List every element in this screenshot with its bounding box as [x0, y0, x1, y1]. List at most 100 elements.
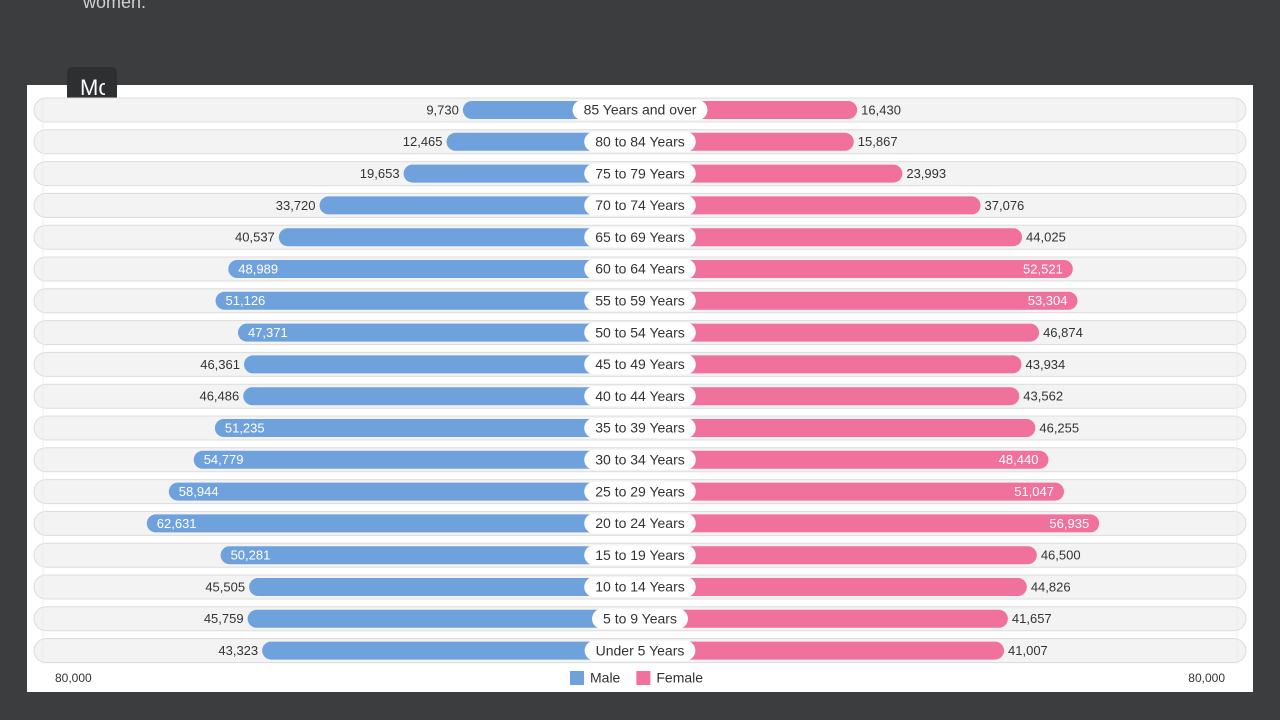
- bar: [168, 482, 640, 501]
- bar: [319, 196, 640, 215]
- value-label: 12,465: [403, 134, 443, 149]
- bar: [193, 450, 640, 469]
- category-label: 65 to 69 Years: [595, 229, 685, 245]
- value-label: 62,631: [157, 516, 197, 531]
- value-label: 44,826: [1031, 579, 1071, 594]
- bar: [243, 387, 640, 406]
- category-label: 60 to 64 Years: [595, 261, 685, 277]
- category-label: 45 to 49 Years: [595, 356, 685, 372]
- value-label: 50,281: [231, 548, 271, 563]
- bar: [247, 609, 641, 628]
- category-label: 80 to 84 Years: [595, 134, 685, 150]
- x-tick-label: 80,000: [1188, 671, 1225, 685]
- category-pill: [584, 386, 696, 407]
- value-label: 56,935: [1049, 516, 1089, 531]
- category-label: Under 5 Years: [596, 642, 685, 658]
- value-label: 33,720: [276, 198, 316, 213]
- bar: [214, 419, 640, 437]
- category-label: 20 to 24 Years: [595, 515, 685, 531]
- category-pill: [584, 163, 696, 184]
- category-label: 25 to 29 Years: [595, 483, 685, 499]
- bar: [640, 641, 1005, 660]
- value-label: 52,521: [1023, 261, 1063, 276]
- category-pill: [584, 322, 696, 343]
- legend-label: Female: [656, 670, 703, 686]
- legend-swatch: [570, 671, 584, 685]
- bar: [220, 546, 640, 565]
- bar: [640, 482, 1065, 501]
- value-label: 41,657: [1012, 611, 1052, 626]
- value-label: 46,500: [1041, 548, 1081, 563]
- category-label: 15 to 19 Years: [595, 547, 685, 563]
- x-tick-label: 80,000: [55, 671, 92, 685]
- value-label: 51,047: [1014, 484, 1054, 499]
- bar: [228, 260, 641, 278]
- bar: [640, 387, 1020, 406]
- legend-label: Male: [590, 670, 621, 686]
- bar: [640, 546, 1037, 565]
- bar: [640, 609, 1008, 628]
- category-label: 5 to 9 Years: [603, 611, 677, 627]
- category-pill: [584, 354, 696, 375]
- bar: [278, 228, 640, 247]
- value-label: 44,025: [1026, 230, 1066, 245]
- value-label: 54,779: [204, 452, 244, 467]
- value-label: 48,440: [999, 452, 1039, 467]
- category-label: 10 to 14 Years: [595, 579, 685, 595]
- value-label: 58,944: [179, 484, 219, 499]
- value-label: 15,867: [858, 134, 898, 149]
- value-label: 41,007: [1008, 643, 1048, 658]
- value-label: 45,505: [205, 579, 245, 594]
- bar: [640, 514, 1100, 533]
- value-label: 43,562: [1023, 389, 1063, 404]
- category-pill: [584, 577, 696, 597]
- bar: [640, 260, 1073, 278]
- bar: [640, 291, 1078, 310]
- category-pill: [584, 131, 696, 152]
- category-label: 70 to 74 Years: [595, 197, 685, 213]
- category-pill: [572, 100, 708, 120]
- value-label: 53,304: [1028, 293, 1068, 308]
- category-pill: [584, 481, 696, 502]
- category-label: 75 to 79 Years: [595, 165, 685, 181]
- category-label: 85 Years and over: [584, 102, 697, 118]
- button-label[interactable]: Mc: [80, 75, 109, 100]
- bar: [640, 419, 1036, 437]
- value-label: 19,653: [360, 166, 400, 181]
- bar: [262, 641, 640, 660]
- value-label: 47,371: [248, 325, 288, 340]
- value-label: 45,759: [204, 611, 244, 626]
- value-label: 51,235: [225, 420, 265, 435]
- category-pill: [584, 545, 696, 566]
- bar: [640, 164, 903, 183]
- bar: [640, 228, 1023, 247]
- category-pill: [584, 227, 696, 248]
- bar: [640, 196, 981, 215]
- value-label: 40,537: [235, 230, 275, 245]
- category-pill: [584, 513, 696, 534]
- value-label: 48,989: [238, 261, 278, 276]
- value-label: 46,874: [1043, 325, 1083, 340]
- value-label: 9,730: [426, 102, 459, 117]
- category-label: 50 to 54 Years: [595, 324, 685, 340]
- category-label: 35 to 39 Years: [595, 420, 685, 436]
- value-label: 43,323: [218, 643, 258, 658]
- bar: [640, 578, 1027, 596]
- value-label: 16,430: [861, 102, 901, 117]
- value-label: 46,255: [1039, 420, 1079, 435]
- category-label: 40 to 44 Years: [595, 388, 685, 404]
- category-pill: [584, 418, 696, 438]
- bar: [237, 323, 640, 342]
- bar: [403, 164, 640, 183]
- value-label: 46,486: [199, 389, 239, 404]
- value-label: 37,076: [985, 198, 1025, 213]
- category-label: 30 to 34 Years: [595, 452, 685, 468]
- top-text: women.: [82, 0, 146, 12]
- bar: [640, 355, 1022, 374]
- value-label: 51,126: [226, 293, 266, 308]
- bar: [146, 514, 640, 533]
- category-pill: [584, 259, 696, 279]
- category-pill: [592, 608, 688, 629]
